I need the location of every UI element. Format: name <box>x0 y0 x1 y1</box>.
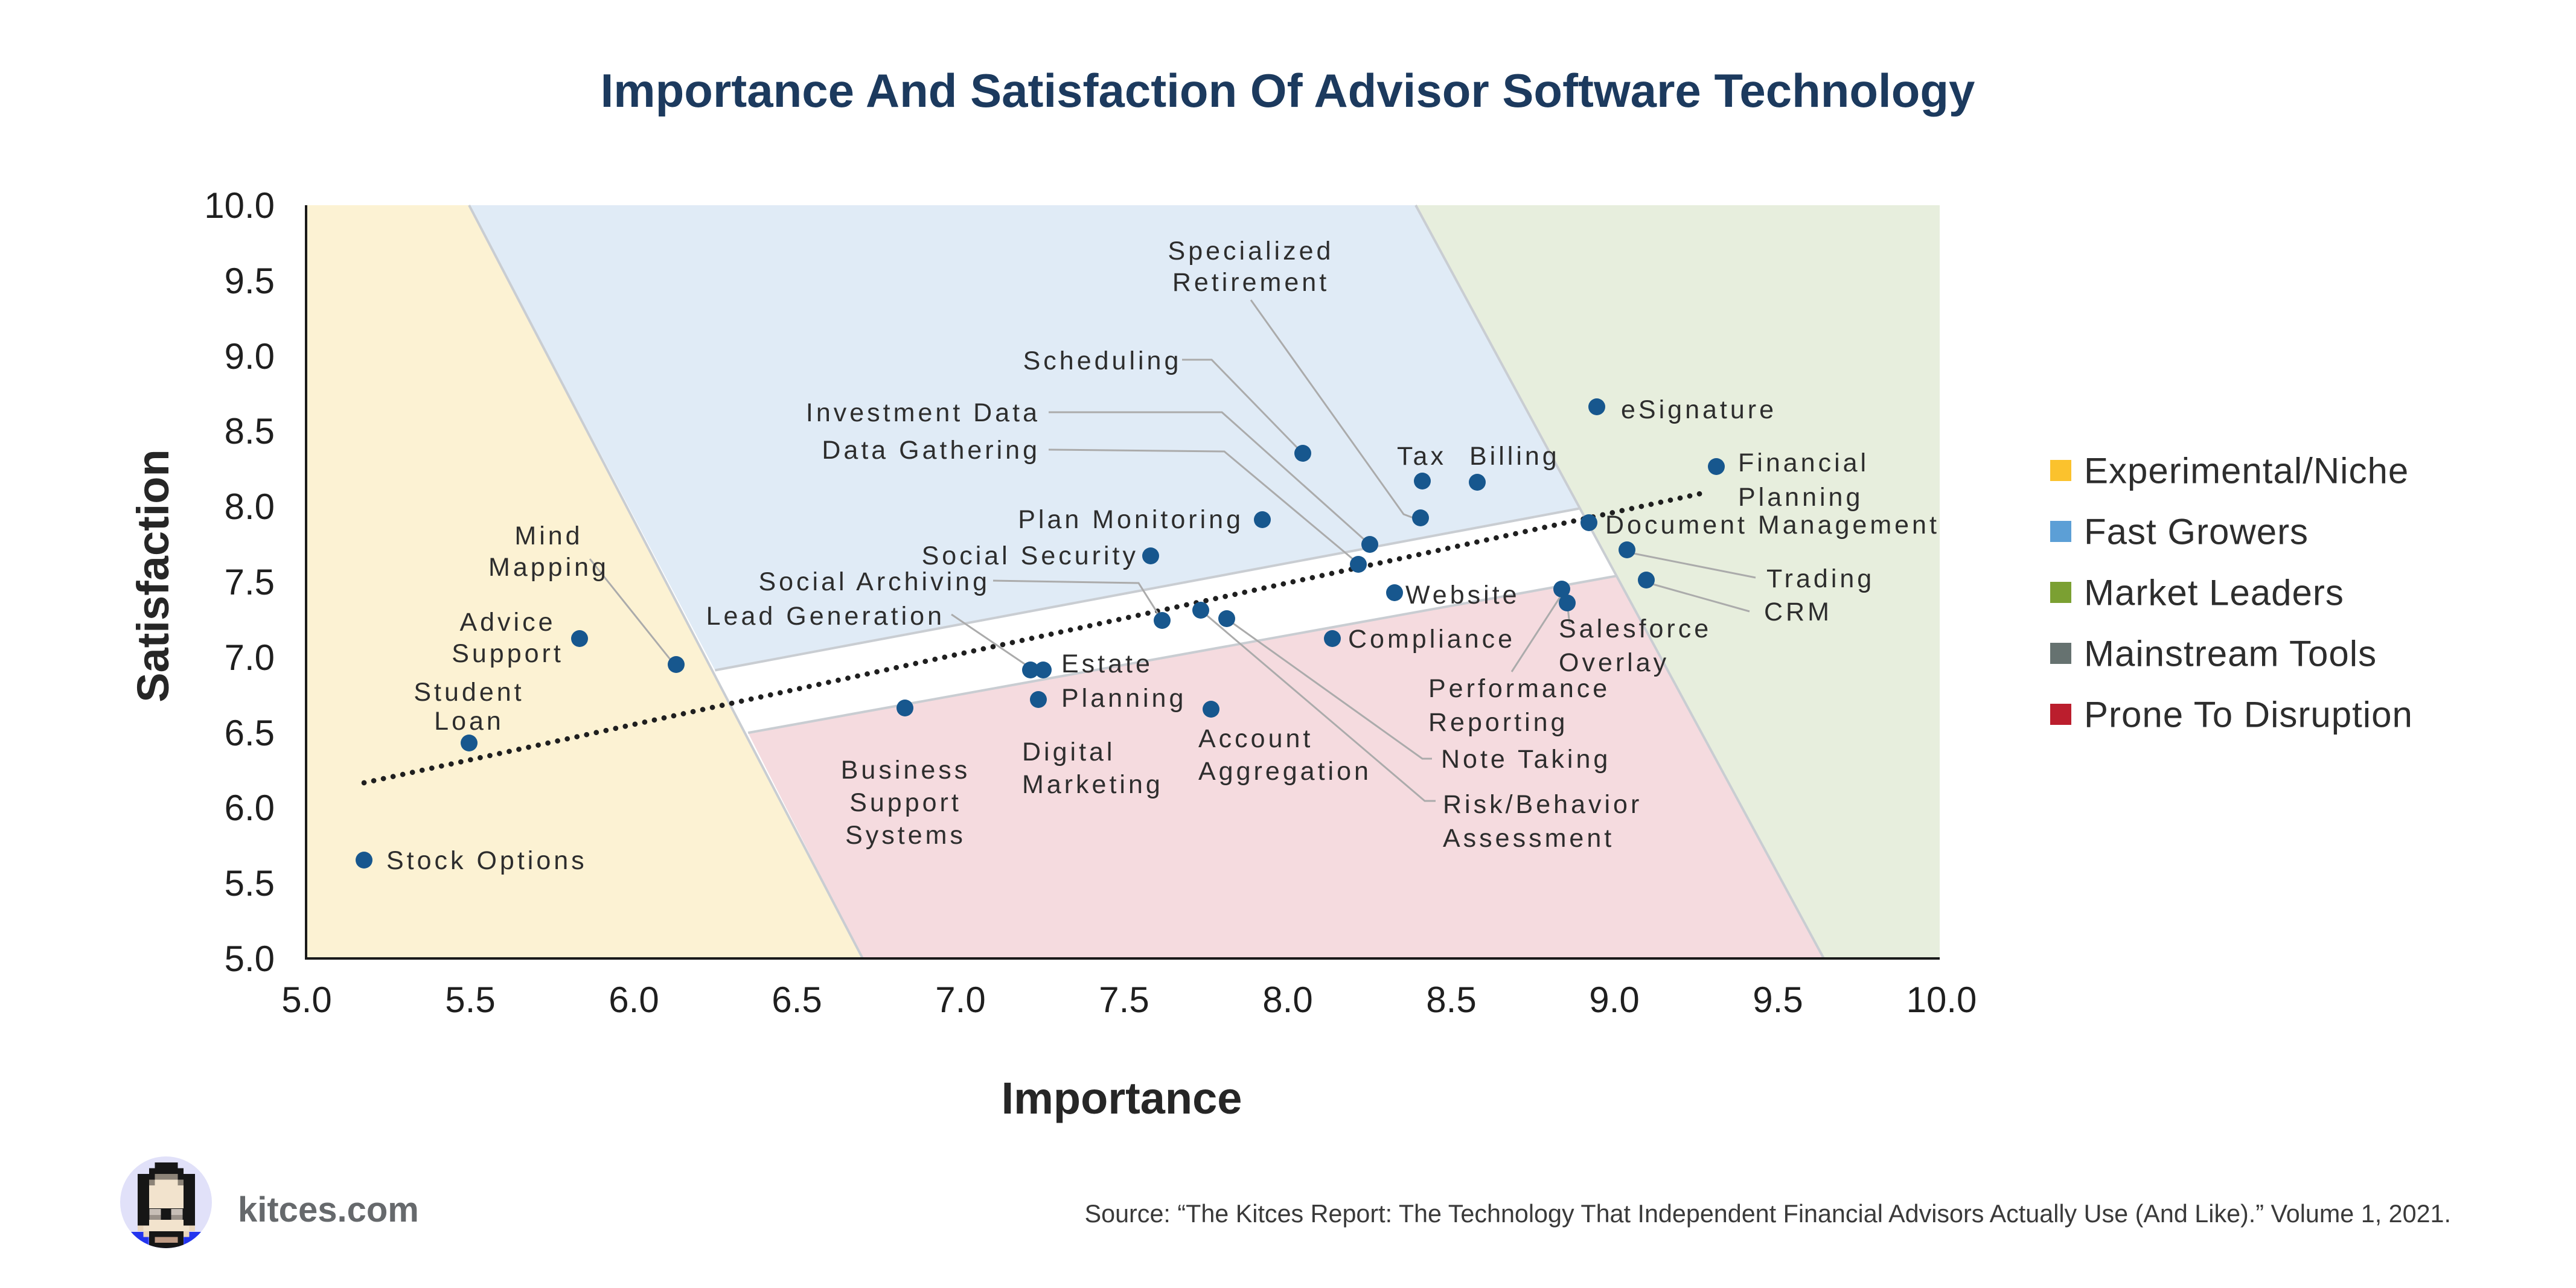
svg-text:Trading: Trading <box>1766 564 1874 593</box>
svg-text:Stock Options: Stock Options <box>386 846 587 875</box>
svg-text:eSignature: eSignature <box>1621 395 1777 424</box>
svg-text:9.0: 9.0 <box>225 336 275 377</box>
svg-text:Social Security: Social Security <box>922 541 1139 570</box>
svg-text:8.5: 8.5 <box>1426 980 1476 1020</box>
svg-text:Marketing: Marketing <box>1022 770 1163 799</box>
svg-text:CRM: CRM <box>1764 598 1832 626</box>
svg-text:Aggregation: Aggregation <box>1198 757 1372 786</box>
svg-text:Support: Support <box>849 788 962 817</box>
svg-text:Plan Monitoring: Plan Monitoring <box>1018 505 1244 534</box>
svg-text:Compliance: Compliance <box>1348 625 1515 654</box>
svg-text:Estate: Estate <box>1061 649 1153 678</box>
svg-text:6.0: 6.0 <box>609 980 659 1020</box>
svg-text:Experimental/Niche: Experimental/Niche <box>2084 451 2409 491</box>
svg-text:Prone To Disruption: Prone To Disruption <box>2084 695 2413 735</box>
svg-text:Assessment: Assessment <box>1443 824 1614 853</box>
svg-text:9.0: 9.0 <box>1589 980 1639 1020</box>
svg-text:8.0: 8.0 <box>1262 980 1312 1020</box>
svg-text:6.5: 6.5 <box>772 980 822 1020</box>
svg-text:Note Taking: Note Taking <box>1441 745 1611 774</box>
svg-text:Source: “The Kitces Report: Th: Source: “The Kitces Report: The Technolo… <box>1085 1200 2451 1228</box>
svg-text:Planning: Planning <box>1061 684 1186 713</box>
svg-text:8.0: 8.0 <box>225 486 275 527</box>
svg-text:Financial: Financial <box>1738 448 1869 477</box>
svg-text:Student: Student <box>414 678 524 707</box>
svg-text:5.5: 5.5 <box>225 863 275 904</box>
svg-text:7.5: 7.5 <box>1099 980 1149 1020</box>
svg-text:Importance And Satisfaction Of: Importance And Satisfaction Of Advisor S… <box>601 64 1975 117</box>
svg-text:kitces.com: kitces.com <box>238 1190 419 1229</box>
svg-text:Advice: Advice <box>459 608 555 637</box>
svg-text:Billing: Billing <box>1469 442 1560 471</box>
svg-text:Business: Business <box>841 756 970 785</box>
svg-text:8.5: 8.5 <box>225 411 275 451</box>
svg-text:9.5: 9.5 <box>1753 980 1803 1020</box>
svg-text:Retirement: Retirement <box>1172 268 1329 297</box>
svg-text:Salesforce: Salesforce <box>1559 614 1711 643</box>
svg-text:Mainstream Tools: Mainstream Tools <box>2084 634 2377 674</box>
svg-text:Data Gathering: Data Gathering <box>822 436 1040 465</box>
svg-text:Investment Data: Investment Data <box>806 398 1040 427</box>
svg-text:Fast Growers: Fast Growers <box>2084 512 2309 552</box>
svg-text:Performance: Performance <box>1428 674 1610 703</box>
svg-text:Planning: Planning <box>1738 483 1863 512</box>
svg-text:10.0: 10.0 <box>204 185 275 226</box>
svg-text:Importance: Importance <box>1002 1073 1242 1123</box>
svg-text:7.0: 7.0 <box>225 637 275 678</box>
svg-text:Loan: Loan <box>434 707 504 736</box>
svg-text:7.5: 7.5 <box>225 562 275 602</box>
svg-text:6.5: 6.5 <box>225 713 275 753</box>
svg-text:Risk/Behavior: Risk/Behavior <box>1443 790 1642 819</box>
svg-text:Website: Website <box>1405 581 1520 610</box>
svg-text:Lead Generation: Lead Generation <box>706 602 945 631</box>
svg-text:6.0: 6.0 <box>225 788 275 828</box>
svg-text:Document Management: Document Management <box>1605 511 1940 540</box>
svg-text:Mapping: Mapping <box>488 553 609 582</box>
svg-text:Social Archiving: Social Archiving <box>758 567 990 596</box>
svg-text:Specialized: Specialized <box>1168 237 1334 266</box>
svg-text:5.5: 5.5 <box>445 980 495 1020</box>
svg-text:Scheduling: Scheduling <box>1023 346 1182 375</box>
svg-text:Reporting: Reporting <box>1428 708 1568 737</box>
svg-text:5.0: 5.0 <box>225 939 275 979</box>
svg-text:Satisfaction: Satisfaction <box>128 449 178 702</box>
svg-text:Systems: Systems <box>845 821 966 850</box>
svg-text:10.0: 10.0 <box>1906 980 1977 1020</box>
svg-text:Market Leaders: Market Leaders <box>2084 573 2344 613</box>
svg-text:Digital: Digital <box>1022 738 1116 767</box>
svg-text:Mind: Mind <box>514 521 583 550</box>
svg-text:9.5: 9.5 <box>225 261 275 301</box>
svg-text:5.0: 5.0 <box>281 980 331 1020</box>
svg-text:Tax: Tax <box>1397 442 1446 471</box>
svg-text:7.0: 7.0 <box>935 980 985 1020</box>
svg-text:Support: Support <box>452 639 564 668</box>
svg-text:Account: Account <box>1198 724 1313 753</box>
svg-text:Overlay: Overlay <box>1559 648 1669 677</box>
